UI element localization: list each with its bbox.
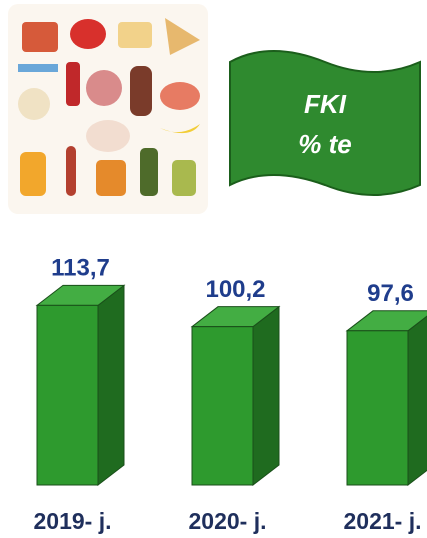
value-label: 100,2 xyxy=(205,276,265,303)
x-tick-label: 2019- j. xyxy=(34,508,112,534)
bar xyxy=(346,330,409,486)
food-illustration xyxy=(8,4,208,214)
bar xyxy=(191,326,254,486)
x-tick-label: 2021- j. xyxy=(344,508,422,534)
value-label: 97,6 xyxy=(367,280,414,307)
bar-side xyxy=(252,305,280,487)
x-tick-label: 2020- j. xyxy=(189,508,267,534)
bar xyxy=(36,304,99,486)
banner: FKI % te xyxy=(229,50,421,196)
bar-side xyxy=(407,315,427,487)
value-label: 113,7 xyxy=(51,255,110,282)
banner-line2: % te xyxy=(298,129,351,159)
bar-side xyxy=(97,284,125,487)
banner-line1: FKI xyxy=(304,89,347,119)
